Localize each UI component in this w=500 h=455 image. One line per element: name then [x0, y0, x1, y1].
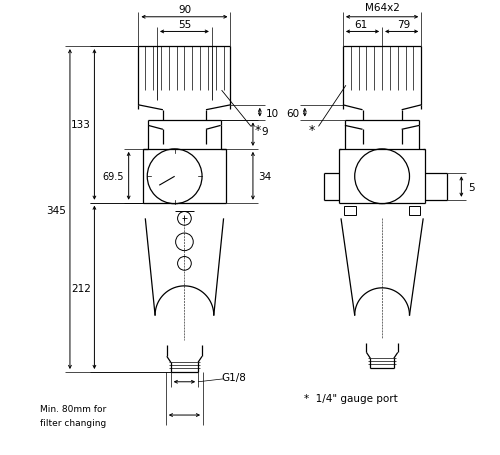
Bar — [344, 206, 356, 216]
Text: 55: 55 — [178, 20, 191, 30]
Bar — [408, 206, 420, 216]
Text: 9: 9 — [262, 127, 268, 137]
Text: G1/8: G1/8 — [221, 372, 246, 382]
Text: *  1/4" gauge port: * 1/4" gauge port — [304, 394, 398, 404]
Text: 34: 34 — [258, 172, 272, 182]
Text: 345: 345 — [46, 205, 66, 215]
Text: 60: 60 — [286, 108, 300, 118]
Text: Min. 80mm for: Min. 80mm for — [40, 404, 106, 413]
Text: 5: 5 — [468, 182, 474, 192]
Text: 133: 133 — [71, 120, 90, 130]
Text: 61: 61 — [354, 20, 367, 30]
Text: 69.5: 69.5 — [102, 172, 124, 182]
Text: 79: 79 — [397, 20, 410, 30]
Text: *: * — [308, 123, 315, 136]
Text: *: * — [254, 123, 261, 136]
Text: 90: 90 — [178, 5, 191, 15]
Text: filter changing: filter changing — [40, 419, 106, 427]
Text: 10: 10 — [266, 108, 279, 118]
Text: 212: 212 — [71, 283, 90, 293]
Text: M64x2: M64x2 — [364, 3, 400, 13]
